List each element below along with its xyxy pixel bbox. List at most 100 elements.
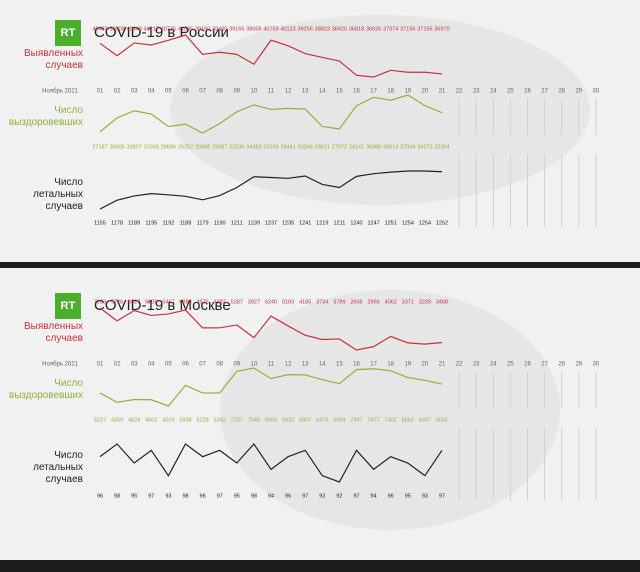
- value-label: 33441: [280, 144, 295, 150]
- value-label: 34141: [349, 144, 364, 150]
- value-label: 1252: [436, 220, 448, 226]
- value-label: 32807: [127, 144, 142, 150]
- x-tick-label: 12: [285, 89, 292, 95]
- chart-title: COVID-19 в Москве: [94, 297, 231, 314]
- series-line: [99, 170, 443, 210]
- value-label: 98: [114, 493, 120, 499]
- value-label: 97: [217, 493, 223, 499]
- value-label: 96: [285, 493, 291, 499]
- x-tick-label: 24: [490, 362, 497, 368]
- value-label: 1235: [282, 220, 294, 226]
- value-label: 1251: [385, 220, 397, 226]
- x-tick-label: 17: [370, 362, 377, 368]
- x-tick-label: 06: [182, 362, 189, 368]
- series-name: Число выздоровевших: [9, 378, 84, 401]
- value-label: 6407: [419, 417, 431, 423]
- value-label: 6662: [402, 417, 414, 423]
- value-label: 3927: [248, 299, 260, 305]
- value-label: 36818: [349, 26, 364, 32]
- x-tick-label: 25: [507, 89, 514, 95]
- x-tick-label: 23: [473, 362, 480, 368]
- value-label: 35614: [383, 144, 398, 150]
- value-label: 4185: [299, 299, 311, 305]
- value-label: 1237: [265, 220, 277, 226]
- value-label: 1240: [350, 220, 362, 226]
- x-tick-label: 14: [319, 362, 326, 368]
- x-tick-label: 10: [251, 362, 258, 368]
- x-tick-label: 01: [97, 89, 104, 95]
- value-label: 34173: [417, 144, 432, 150]
- x-axis-label: Ноябрь 2021: [42, 89, 78, 95]
- value-label: 2606: [350, 299, 362, 305]
- value-label: 93: [165, 493, 171, 499]
- value-label: 93: [422, 493, 428, 499]
- x-tick-label: 28: [558, 89, 565, 95]
- x-tick-label: 08: [216, 89, 223, 95]
- x-tick-label: 07: [199, 362, 206, 368]
- value-label: 30905: [109, 144, 124, 150]
- value-label: 3734: [316, 299, 328, 305]
- value-label: 7397: [350, 417, 362, 423]
- value-label: 7103: [94, 299, 106, 305]
- x-tick-label: 16: [353, 89, 360, 95]
- x-tick-label: 04: [148, 362, 155, 368]
- value-label: 1188: [180, 220, 192, 226]
- x-tick-label: 27: [541, 89, 548, 95]
- x-tick-label: 22: [456, 89, 463, 95]
- value-label: 97: [302, 493, 308, 499]
- x-tick-label: 04: [148, 89, 155, 95]
- logo-bg: [55, 293, 81, 319]
- value-label: 33156: [263, 144, 278, 150]
- value-label: 38420: [332, 26, 347, 32]
- chart-title: COVID-19 в России: [94, 24, 229, 41]
- value-label: 1239: [248, 220, 260, 226]
- x-tick-label: 26: [524, 89, 531, 95]
- value-label: 29252: [178, 144, 193, 150]
- value-label: 34383: [246, 144, 261, 150]
- value-label: 5183: [282, 299, 294, 305]
- value-label: 28621: [315, 144, 330, 150]
- series-name: Число летальных случаев: [33, 450, 83, 485]
- x-tick-label: 07: [199, 89, 206, 95]
- x-tick-label: 20: [422, 89, 429, 95]
- value-label: 6475: [316, 417, 328, 423]
- value-label: 95: [131, 493, 137, 499]
- value-label: 4024: [162, 417, 174, 423]
- value-label: 6094: [333, 417, 345, 423]
- value-label: 97: [439, 493, 445, 499]
- value-label: 1192: [162, 220, 174, 226]
- x-tick-label: 09: [233, 89, 240, 95]
- value-label: 1211: [333, 220, 345, 226]
- series-line: [99, 34, 443, 78]
- series-name: Число выздоровевших: [9, 105, 84, 128]
- x-tick-label: 18: [387, 89, 394, 95]
- value-label: 1190: [214, 220, 226, 226]
- value-label: 96: [388, 493, 394, 499]
- x-tick-label: 15: [336, 362, 343, 368]
- x-tick-label: 30: [593, 89, 600, 95]
- value-label: 1155: [94, 220, 106, 226]
- value-label: 33246: [298, 144, 313, 150]
- value-label: 28606: [161, 144, 176, 150]
- value-label: 39400: [212, 26, 227, 32]
- x-tick-label: 23: [473, 89, 480, 95]
- value-label: 6907: [299, 417, 311, 423]
- value-label: 6565: [265, 417, 277, 423]
- value-label: 2966: [367, 299, 379, 305]
- x-tick-label: 22: [456, 362, 463, 368]
- value-label: 7549: [248, 417, 260, 423]
- value-label: 32536: [229, 144, 244, 150]
- value-label: 31938: [144, 144, 159, 150]
- value-label: 40735: [161, 26, 176, 32]
- value-label: 1179: [197, 220, 209, 226]
- map-shape: [220, 290, 560, 530]
- x-tick-label: 02: [114, 89, 121, 95]
- x-tick-label: 12: [285, 362, 292, 368]
- value-label: 3371: [402, 299, 414, 305]
- value-label: 96: [200, 493, 206, 499]
- x-tick-label: 21: [439, 89, 446, 95]
- value-label: 39008: [109, 26, 124, 32]
- value-label: 1211: [231, 220, 243, 226]
- value-label: 5242: [214, 417, 226, 423]
- x-tick-label: 20: [422, 362, 429, 368]
